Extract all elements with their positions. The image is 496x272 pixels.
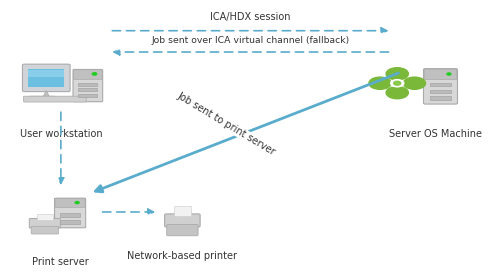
FancyBboxPatch shape: [22, 64, 70, 92]
FancyBboxPatch shape: [31, 226, 59, 234]
Polygon shape: [42, 91, 50, 98]
FancyBboxPatch shape: [174, 206, 191, 216]
Text: Server OS Machine: Server OS Machine: [389, 129, 482, 139]
Circle shape: [391, 80, 404, 87]
Circle shape: [386, 68, 408, 80]
FancyBboxPatch shape: [37, 214, 53, 220]
FancyBboxPatch shape: [29, 218, 61, 228]
Circle shape: [92, 73, 97, 75]
FancyBboxPatch shape: [55, 198, 86, 228]
Text: User workstation: User workstation: [19, 129, 102, 139]
FancyBboxPatch shape: [28, 69, 64, 87]
FancyBboxPatch shape: [425, 69, 456, 79]
FancyBboxPatch shape: [78, 88, 97, 91]
Text: ICA/HDX session: ICA/HDX session: [210, 13, 291, 22]
FancyBboxPatch shape: [28, 70, 64, 77]
Text: Print server: Print server: [32, 257, 89, 267]
Circle shape: [403, 77, 426, 89]
Text: Network-based printer: Network-based printer: [127, 251, 238, 261]
FancyBboxPatch shape: [30, 96, 55, 100]
FancyBboxPatch shape: [167, 225, 198, 236]
FancyBboxPatch shape: [430, 96, 451, 100]
FancyBboxPatch shape: [430, 83, 451, 86]
FancyBboxPatch shape: [73, 70, 102, 79]
Circle shape: [75, 202, 79, 204]
FancyBboxPatch shape: [55, 199, 85, 207]
FancyBboxPatch shape: [430, 90, 451, 93]
FancyBboxPatch shape: [424, 69, 457, 104]
Circle shape: [394, 81, 401, 85]
Circle shape: [386, 86, 408, 99]
Circle shape: [369, 77, 391, 89]
FancyBboxPatch shape: [73, 69, 103, 102]
FancyBboxPatch shape: [165, 214, 200, 227]
FancyBboxPatch shape: [78, 82, 97, 86]
Text: Job sent to print server: Job sent to print server: [175, 91, 277, 157]
FancyBboxPatch shape: [60, 213, 80, 217]
FancyBboxPatch shape: [60, 220, 80, 224]
Text: Job sent over ICA virtual channel (fallback): Job sent over ICA virtual channel (fallb…: [151, 36, 350, 45]
FancyBboxPatch shape: [23, 96, 86, 102]
Circle shape: [447, 73, 451, 75]
FancyBboxPatch shape: [78, 94, 97, 97]
